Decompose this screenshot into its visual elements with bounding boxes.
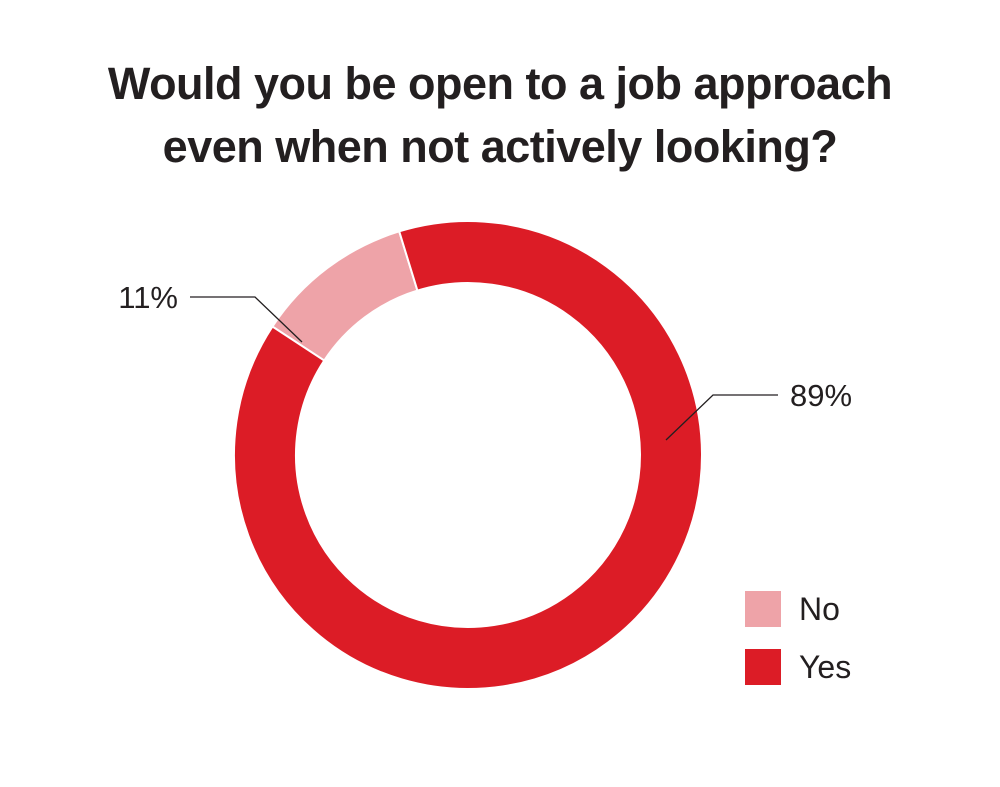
legend-swatch-yes [745,649,781,685]
chart-title-line-1: Would you be open to a job approach [107,58,893,109]
legend-item-no: No [745,580,851,638]
legend: No Yes [745,580,851,696]
slice-yes [233,220,703,690]
legend-item-yes: Yes [745,638,851,696]
leader-line-no [190,296,303,343]
legend-label-no: No [799,591,840,627]
chart-title-line-2: even when not actively looking? [162,121,838,172]
data-label-yes: 89% [790,378,852,413]
legend-swatch-no [745,591,781,627]
chart-title: Would you be open to a job approach even… [0,52,1000,178]
data-label-no: 11% [118,280,178,315]
leader-line-yes [665,394,778,441]
legend-label-yes: Yes [799,649,852,685]
